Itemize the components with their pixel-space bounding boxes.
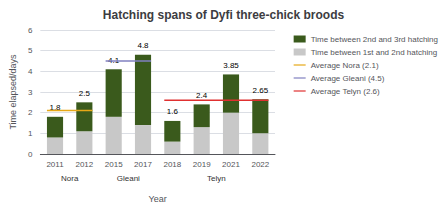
svg-text:2022: 2022 (251, 160, 269, 169)
svg-text:0: 0 (28, 150, 33, 159)
svg-text:Nora: Nora (61, 174, 79, 183)
svg-text:Gleani: Gleani (117, 174, 140, 183)
svg-text:3.85: 3.85 (223, 61, 239, 70)
svg-text:2018: 2018 (163, 160, 181, 169)
svg-text:Time elapsed/days: Time elapsed/days (8, 54, 18, 130)
svg-text:1.8: 1.8 (49, 103, 61, 113)
svg-text:4.1: 4.1 (108, 55, 120, 65)
svg-text:2017: 2017 (134, 160, 152, 169)
svg-text:4.8: 4.8 (137, 41, 149, 50)
svg-text:2019: 2019 (193, 160, 211, 169)
svg-text:2011: 2011 (46, 160, 64, 169)
svg-text:5: 5 (28, 46, 33, 55)
svg-text:Telyn: Telyn (207, 174, 226, 183)
svg-text:Average Gleani (4.5): Average Gleani (4.5) (311, 74, 385, 83)
svg-text:2.4: 2.4 (196, 91, 208, 100)
svg-text:Year: Year (149, 194, 167, 204)
svg-text:1.6: 1.6 (167, 107, 179, 116)
svg-text:2015: 2015 (105, 160, 123, 169)
svg-text:Time between 1st and 2nd hatch: Time between 1st and 2nd hatching (311, 48, 437, 57)
svg-text:3: 3 (28, 88, 33, 97)
svg-text:2.65: 2.65 (253, 86, 269, 95)
svg-text:4: 4 (28, 67, 33, 76)
svg-text:Average Telyn (2.6): Average Telyn (2.6) (311, 87, 380, 96)
svg-text:2.5: 2.5 (79, 89, 91, 98)
svg-text:2: 2 (28, 108, 33, 117)
svg-text:6: 6 (28, 26, 33, 35)
svg-text:2021: 2021 (222, 160, 240, 169)
svg-text:1: 1 (28, 129, 33, 138)
svg-text:Hatching spans of Dyfi three-c: Hatching spans of Dyfi three-chick brood… (103, 8, 345, 22)
svg-text:2012: 2012 (75, 160, 93, 169)
svg-text:Average Nora (2.1): Average Nora (2.1) (311, 61, 379, 70)
svg-text:Time between 2nd and 3rd hatch: Time between 2nd and 3rd hatching (311, 35, 438, 44)
